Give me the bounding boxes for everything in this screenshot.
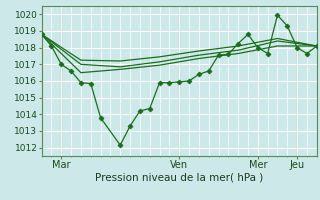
X-axis label: Pression niveau de la mer( hPa ): Pression niveau de la mer( hPa )	[95, 173, 263, 183]
